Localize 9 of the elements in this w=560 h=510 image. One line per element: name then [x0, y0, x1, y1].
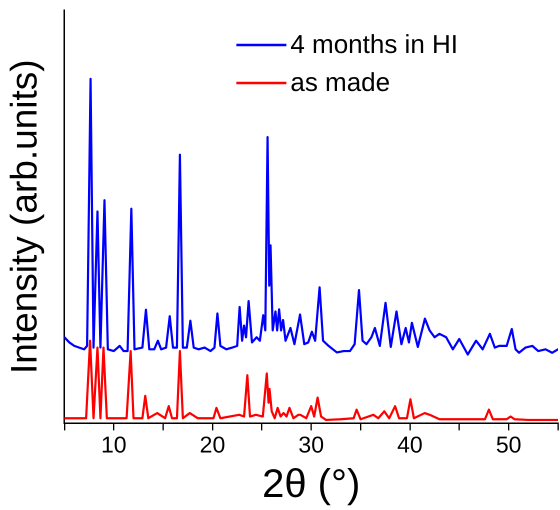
x-axis-title: 2θ (°): [262, 462, 360, 506]
x-tick-label: 20: [200, 432, 226, 458]
x-tick-label: 50: [496, 432, 522, 458]
y-axis-title: Intensity (arb.units): [3, 59, 44, 374]
x-tick-label: 30: [298, 432, 324, 458]
x-tick-label: 10: [100, 432, 127, 458]
x-tick-label: 40: [397, 432, 423, 458]
legend-label: as made: [290, 67, 390, 98]
legend-label: 4 months in HI: [290, 29, 458, 60]
